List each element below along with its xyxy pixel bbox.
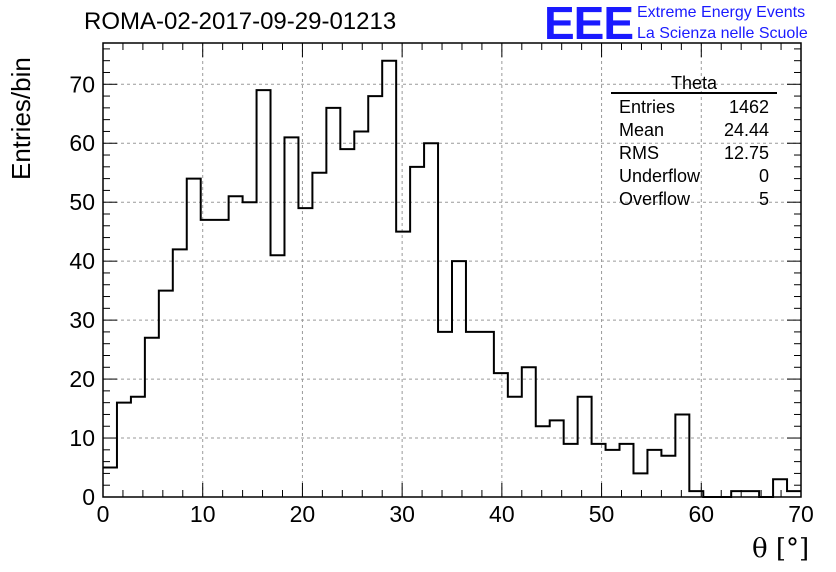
y-tick-label: 50 [69,189,95,215]
histogram-bar [410,167,424,497]
histogram-bar [117,403,131,497]
histogram-bar [438,332,452,497]
histogram-bar [340,149,354,497]
y-tick-label: 0 [82,484,95,510]
histogram-bar [424,143,438,497]
eee-logo: EEE [544,0,634,49]
stat-label: Mean [619,120,665,140]
stat-label: Entries [619,97,676,117]
histogram-bar [494,373,508,497]
histogram-bar [145,338,159,497]
y-tick-label: 10 [69,425,95,451]
stat-value: 24.44 [723,120,769,140]
histogram-bar [173,249,187,497]
x-tick-label: 60 [688,501,714,527]
histogram-bar [229,196,243,497]
y-axis-label: Entries/bin [6,57,36,180]
axis-ticks [102,43,802,498]
stat-row-underflow: Underflow 0 [611,165,777,188]
histogram-bar [661,456,675,497]
histogram-outline [103,59,801,498]
stat-row-overflow: Overflow 5 [611,188,777,211]
histogram-bar [536,426,550,497]
histogram-bar [368,96,382,497]
y-tick-label: 70 [69,71,95,97]
chart-title: ROMA-02-2017-09-29-01213 [84,8,397,35]
histogram-bar [396,232,410,497]
x-tick-label: 30 [389,501,415,527]
stat-value: 12.75 [723,143,769,163]
stat-label: Overflow [619,189,691,209]
histogram-bar [452,261,466,497]
eee-logo-text: Extreme Energy Events La Scienza nelle S… [637,2,808,44]
y-tick-label: 20 [69,366,95,392]
stat-row-entries: Entries 1462 [611,96,777,119]
histogram-bar [564,444,578,497]
histogram-bar [592,444,606,497]
x-tick-label: 40 [489,501,515,527]
histogram-bar [480,332,494,497]
histogram-bar [745,491,759,497]
histogram-bar [550,420,564,497]
x-tick-label: 10 [190,501,216,527]
y-tick-label: 30 [69,307,95,333]
histogram-bar [675,414,689,497]
histogram-bar [647,450,661,497]
plot-frame [102,42,802,498]
histogram-bar [159,291,173,497]
stats-box: Theta Entries 1462 Mean 24.44 RMS 12.75 … [611,74,777,211]
plot-frame-border [102,42,802,498]
x-tick-label: 0 [97,501,110,527]
histogram-bar [103,468,117,497]
x-tick-label: 70 [788,501,814,527]
histogram-bar [508,397,522,497]
histogram-bar [215,220,229,497]
histogram-bar [131,397,145,497]
histogram-bar [731,491,745,497]
y-tick-label: 60 [69,130,95,156]
stat-row-rms: RMS 12.75 [611,142,777,165]
histogram-bar [773,479,787,497]
x-tick-label: 50 [589,501,615,527]
histogram-bar [633,473,647,497]
stat-label: Underflow [619,166,701,186]
histogram-bar [257,90,271,497]
stat-value: 5 [758,189,769,209]
histogram-bar [466,332,480,497]
histogram-bar [578,397,592,497]
histogram-bar [271,255,285,497]
stat-value: 0 [758,166,769,186]
histogram-bar [284,137,298,497]
histogram-bar [187,179,201,497]
histogram-bar [382,61,396,497]
histogram-bars [103,59,801,498]
histogram-bar [243,202,257,497]
histogram-bar [354,131,368,497]
stat-label: RMS [619,143,659,163]
histogram-bar [522,367,536,497]
histogram-bar [312,173,326,497]
y-tick-label: 40 [69,248,95,274]
stat-value: 1462 [728,97,769,117]
logo-line-1: Extreme Energy Events [637,4,806,21]
x-tick-label: 20 [290,501,316,527]
x-axis-label: θ [°] [752,534,810,564]
logo-line-2: La Scienza nelle Scuole [637,25,808,42]
histogram-bar [326,108,340,497]
histogram-bar [201,220,215,497]
stat-row-mean: Mean 24.44 [611,119,777,142]
histogram-bar [606,450,620,497]
histogram-bar [620,444,634,497]
histogram-bar [298,208,312,497]
stats-title: Theta [611,74,777,94]
histogram-bar [787,491,801,497]
